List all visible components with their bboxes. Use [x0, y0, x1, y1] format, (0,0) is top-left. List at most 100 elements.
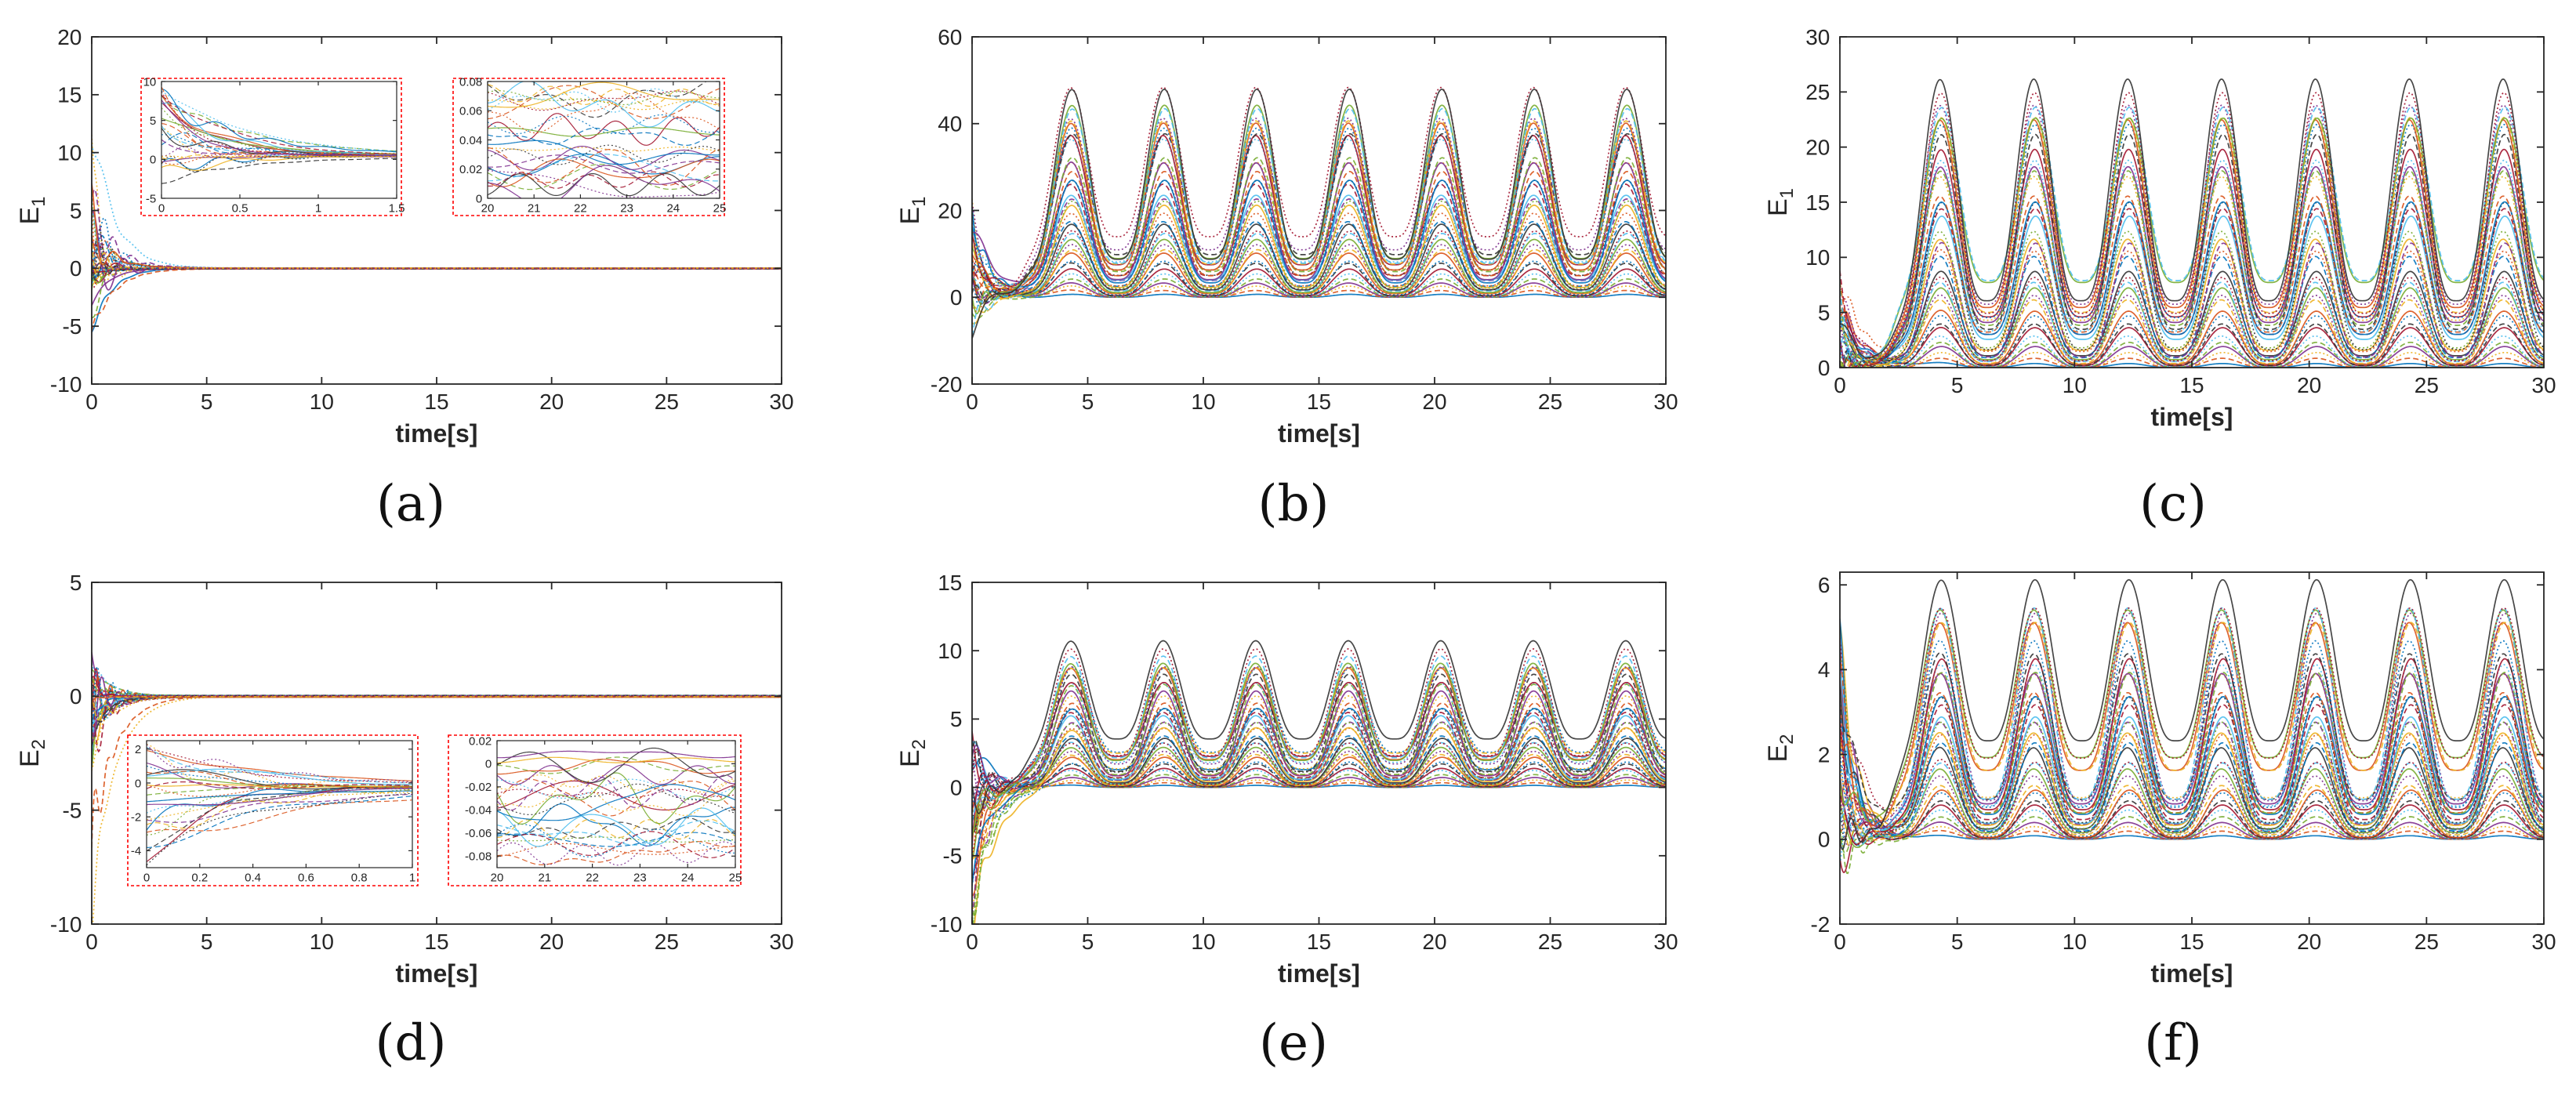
x-tick-label: 30: [769, 930, 793, 954]
x-tick-label: 0: [1834, 373, 1846, 397]
y-tick-label: 20: [57, 25, 82, 49]
series-line: [92, 697, 782, 723]
panel-caption-c: (c): [2139, 475, 2207, 533]
y-tick-label: 10: [938, 639, 962, 663]
y-tick-label: 0.04: [459, 134, 482, 147]
series-group: [1840, 580, 2544, 874]
series-line: [92, 268, 782, 288]
axes-box: [972, 37, 1666, 384]
y-tick-label: 40: [938, 112, 962, 136]
series-line: [92, 268, 782, 285]
x-tick-label: 30: [2531, 373, 2556, 397]
x-tick-label: 0.5: [232, 201, 249, 215]
series-line: [92, 230, 782, 279]
x-tick-label: 25: [729, 871, 742, 884]
series-line: [92, 697, 782, 705]
series-line: [92, 697, 782, 728]
y-tick-label: -0.04: [465, 804, 492, 817]
series-line: [92, 264, 782, 275]
y-tick-label: 2: [1818, 742, 1830, 767]
x-tick-label: 23: [620, 201, 633, 215]
y-tick-label: 0: [1818, 356, 1830, 380]
y-axis-label: E1: [1763, 188, 1798, 216]
series-line: [1840, 817, 2544, 873]
y-axis-label-main: E: [1763, 198, 1793, 216]
x-axis-label: time[s]: [2151, 959, 2233, 988]
series-line: [92, 263, 782, 285]
x-tick-label: 22: [586, 871, 599, 884]
y-axis-label-main: E: [895, 749, 925, 767]
series-line: [92, 680, 782, 697]
series-line: [92, 269, 782, 332]
panel-caption-b: (b): [1258, 475, 1330, 533]
series-line: [92, 268, 782, 286]
x-tick-label: 10: [1191, 390, 1215, 414]
y-axis-label-subscript: 2: [1776, 734, 1798, 744]
x-tick-label: 25: [1538, 390, 1562, 414]
series-line: [92, 237, 782, 276]
x-tick-label: 15: [2179, 373, 2204, 397]
series-line: [92, 669, 782, 697]
y-tick-label: 5: [950, 707, 963, 731]
y-axis-label-subscript: 2: [28, 739, 49, 749]
y-axis-label: E2: [895, 739, 930, 767]
y-tick-label: 0: [1818, 828, 1830, 852]
x-tick-label: 0.8: [351, 871, 368, 884]
x-axis-label: time[s]: [2151, 403, 2233, 431]
x-tick-label: 0: [966, 930, 978, 954]
y-tick-label: -5: [62, 314, 82, 339]
x-tick-label: 25: [655, 930, 679, 954]
y-tick-label: -10: [50, 372, 82, 397]
x-tick-label: 15: [2179, 930, 2204, 954]
x-tick-label: 20: [491, 871, 504, 884]
x-tick-label: 5: [1951, 930, 1964, 954]
x-tick-label: 10: [310, 390, 334, 414]
x-tick-label: 23: [633, 871, 647, 884]
y-tick-label: 5: [70, 571, 82, 595]
series-line: [92, 236, 782, 279]
y-tick-label: 5: [150, 114, 156, 128]
y-tick-label: 0.02: [469, 734, 492, 748]
x-tick-label: 30: [1653, 930, 1678, 954]
series-line: [92, 268, 782, 318]
series-line: [92, 241, 782, 269]
series-line: [92, 268, 782, 290]
series-line: [92, 685, 782, 695]
series-line: [92, 218, 782, 268]
series-line: [92, 679, 782, 697]
series-line: [92, 663, 782, 696]
y-tick-label: -5: [942, 844, 962, 868]
series-group: [972, 88, 1666, 339]
series-line: [92, 263, 782, 281]
y-tick-label: -20: [931, 372, 962, 397]
x-axis-label: time[s]: [396, 419, 478, 448]
y-tick-label: -0.06: [465, 827, 492, 840]
x-tick-label: 20: [481, 201, 495, 215]
series-line: [972, 279, 1666, 318]
x-tick-label: 10: [2063, 930, 2087, 954]
x-tick-label: 20: [2297, 373, 2321, 397]
x-tick-label: 15: [424, 930, 448, 954]
series-line: [92, 213, 782, 269]
y-axis-label-main: E: [1763, 745, 1793, 763]
y-tick-label: 0: [150, 154, 156, 167]
x-tick-label: 15: [1307, 930, 1331, 954]
panel-caption-a: (a): [376, 475, 445, 533]
series-line: [92, 268, 782, 279]
series-line: [92, 696, 782, 727]
series-line: [92, 669, 782, 720]
x-tick-label: 0: [158, 201, 165, 215]
x-tick-label: 1: [409, 871, 415, 884]
y-tick-label: -4: [131, 845, 141, 858]
series-line: [972, 709, 1666, 885]
x-tick-label: 20: [539, 390, 564, 414]
series-line: [92, 263, 782, 282]
inset-border: [448, 735, 741, 886]
panel-caption-e: (e): [1259, 1014, 1328, 1072]
x-tick-label: 20: [539, 930, 564, 954]
